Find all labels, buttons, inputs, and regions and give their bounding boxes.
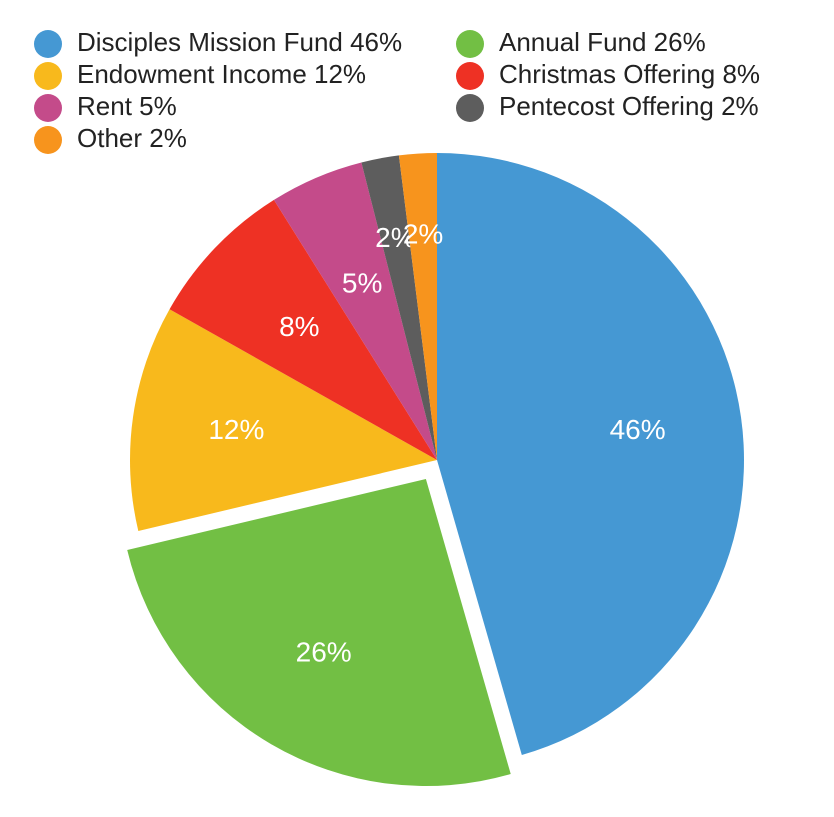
slice-label: 46% [610, 414, 666, 445]
legend-label: Annual Fund 26% [499, 27, 706, 57]
pie-slice [127, 478, 511, 786]
legend-swatch [34, 62, 62, 90]
pie-slice [437, 153, 744, 756]
legend-label: Christmas Offering 8% [499, 59, 760, 89]
legend-label: Other 2% [77, 123, 187, 153]
pie-slice [361, 155, 437, 460]
legend-label: Pentecost Offering 2% [499, 91, 759, 121]
pie-slice [398, 153, 437, 460]
slice-label: 2% [403, 219, 443, 250]
slice-label: 5% [342, 267, 382, 298]
legend-swatch [456, 30, 484, 58]
legend-swatch [34, 30, 62, 58]
slice-label: 26% [296, 636, 352, 667]
legend-label: Disciples Mission Fund 46% [77, 27, 402, 57]
legend-label: Endowment Income 12% [77, 59, 366, 89]
pie-slice [130, 309, 437, 531]
pie-slice [169, 199, 438, 460]
slice-label: 12% [208, 414, 264, 445]
legend-swatch [456, 94, 484, 122]
legend-swatch [456, 62, 484, 90]
legend-swatch [34, 94, 62, 122]
pie-slice [273, 162, 437, 460]
legend-swatch [34, 126, 62, 154]
slice-label: 8% [279, 311, 319, 342]
legend-label: Rent 5% [77, 91, 177, 121]
